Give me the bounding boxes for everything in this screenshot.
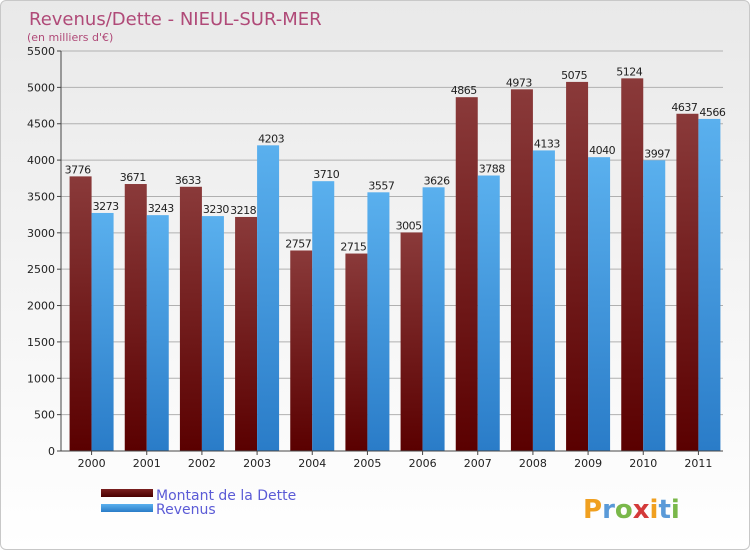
value-label-dette: 3671 [120,171,146,184]
bar-dette [290,250,313,451]
value-label-revenus: 3557 [368,179,394,192]
y-tick-label: 4000 [27,154,55,167]
y-axis: 0 500 1000 1500 2000 2500 3000 3500 4000 4500 5000… [27,45,62,458]
value-label-dette: 3005 [396,219,422,232]
y-tick-label: 1000 [27,372,55,385]
bar-dette [235,216,258,451]
bar-revenus [91,212,114,451]
bar-dette [69,176,92,451]
value-label-dette: 2715 [340,241,366,254]
value-label-dette: 4637 [671,101,697,114]
y-tick-label: 5000 [27,81,55,94]
x-axis: 2000 2001 2002 2003 2004 2005 2006 2007 2008 2009… [61,450,723,470]
bar-dette [566,81,589,451]
bar-revenus [146,215,169,451]
legend-swatch-debt [101,489,153,497]
value-label-dette: 2757 [285,237,311,250]
value-label-dette: 5124 [616,65,642,78]
value-label-revenus: 3626 [424,174,450,187]
y-tick-label: 500 [34,409,55,422]
y-tick-label: 3500 [27,190,55,203]
bar-revenus [312,181,335,451]
value-label-revenus: 4566 [699,106,725,119]
x-tick-label: 2003 [243,457,271,470]
value-labels: 3776 3273 3671 3243 3633 3230 3218 4203 2757 3710… [65,65,727,254]
bar-revenus [201,216,224,451]
value-label-dette: 3218 [230,204,256,217]
value-label-dette: 4973 [506,76,532,89]
y-tick-label: 5500 [27,45,55,58]
bar-revenus [698,118,721,451]
bar-dette [621,78,644,451]
value-label-revenus: 4133 [534,137,560,150]
y-tick-label: 0 [48,445,55,458]
value-label-dette: 3633 [175,174,201,187]
bar-dette [124,184,147,451]
legend: Montant de la Dette Revenus [101,488,296,518]
bar-revenus [257,145,280,451]
bar-revenus [367,192,390,452]
value-label-revenus: 3230 [203,203,229,216]
bar-dette [345,253,368,451]
grid-lines [61,50,723,452]
proxiti-logo: Proxiti [583,495,680,525]
legend-swatch-revenus [101,504,153,512]
x-tick-label: 2000 [78,457,106,470]
x-tick-label: 2007 [464,457,492,470]
value-label-dette: 4865 [451,84,477,97]
y-tick-label: 2000 [27,300,55,313]
proxiti-logo-text: Proxiti [583,495,680,525]
value-label-revenus: 3788 [479,163,505,176]
bars [69,78,721,452]
bar-revenus [422,187,445,452]
y-tick-label: 4500 [27,118,55,131]
bar-dette [400,232,423,451]
value-label-revenus: 3273 [93,200,119,213]
legend-label-debt: Montant de la Dette [156,488,296,504]
value-label-revenus: 3997 [644,147,670,160]
legend-label-revenus: Revenus [156,502,216,518]
chart-subtitle: (en milliers d'€) [27,31,113,44]
value-label-revenus: 4203 [258,132,284,145]
y-tick-label: 3000 [27,227,55,240]
bar-revenus [643,160,666,452]
bar-dette [510,89,533,451]
x-tick-label: 2004 [298,457,326,470]
x-tick-label: 2002 [188,457,216,470]
y-tick-label: 1500 [27,336,55,349]
x-tick-label: 2005 [353,457,381,470]
bar-dette [179,186,202,452]
value-label-dette: 3776 [65,163,91,176]
value-label-dette: 5075 [561,69,587,82]
bar-revenus [588,157,611,451]
bar-revenus [477,175,500,451]
x-tick-label: 2011 [684,457,712,470]
value-label-revenus: 3710 [313,168,339,181]
bar-dette [455,97,478,451]
x-tick-label: 2008 [519,457,547,470]
x-tick-label: 2009 [574,457,602,470]
x-tick-label: 2001 [133,457,161,470]
bar-dette [676,113,699,451]
value-label-revenus: 4040 [589,144,615,157]
y-tick-label: 2500 [27,263,55,276]
x-tick-label: 2010 [629,457,657,470]
value-label-revenus: 3243 [148,202,174,215]
bar-revenus [532,150,555,451]
x-tick-label: 2006 [409,457,437,470]
chart-title: Revenus/Dette - NIEUL-SUR-MER [29,9,322,30]
